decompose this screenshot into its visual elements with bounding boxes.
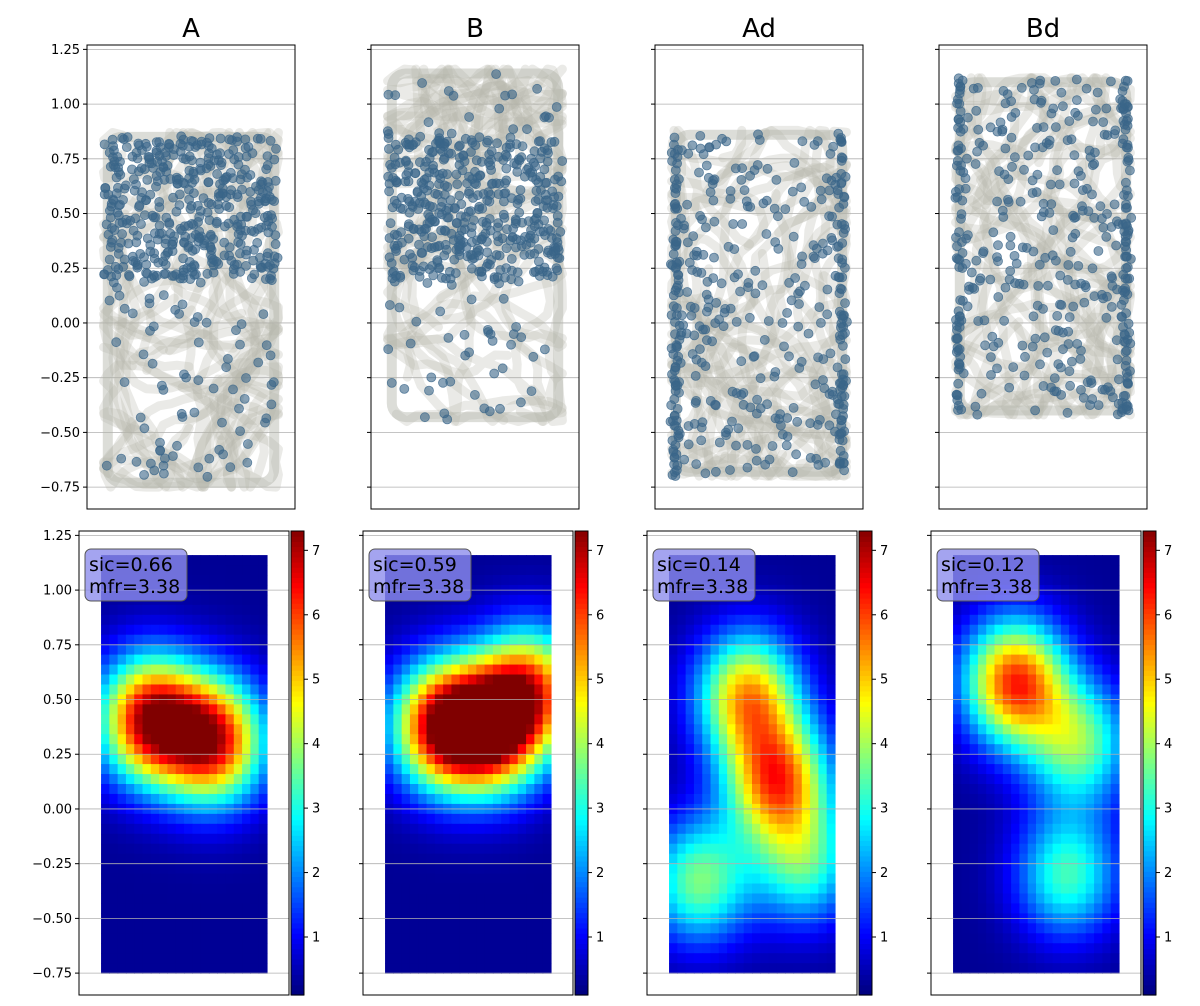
top-panel-4-title: Bd [1026, 14, 1060, 44]
bottom-panel-3-colorbar-tick-label: 2 [880, 866, 888, 881]
top-panel-1-frame [86, 44, 296, 510]
bottom-panel-3-colorbar-tick-label: 4 [880, 737, 888, 752]
bottom-panel-3-colorbar-tick-label: 6 [880, 608, 888, 623]
top-row-scatter-panels: −0.75 −0.50 −0.25 0.00 0.25 0.50 0.75 1.00 1.25 A… [40, 14, 1148, 510]
top-panel-4: Bd [935, 14, 1148, 510]
bottom-panel-2-colorbar-tick-label: 3 [596, 802, 604, 817]
bottom-panel-4-frame [930, 530, 1142, 996]
bottom-panel-1-colorbar-tick-label: 7 [312, 544, 320, 559]
bottom-panel-3-annotation-line: mfr=3.38 [657, 576, 748, 598]
bottom-panel-4-heatmap [953, 555, 1120, 974]
bottom-panel-1-frame [78, 530, 290, 996]
top-panel-1-ytick-label: −0.25 [40, 371, 80, 386]
bottom-panel-4-colorbar-tick-label: 5 [1164, 673, 1172, 688]
top-panel-1-title: A [182, 14, 200, 44]
bottom-panel-4-colorbar-tick-label: 6 [1164, 608, 1172, 623]
top-panel-1-ytick-label: 0.50 [51, 207, 80, 222]
bottom-panel-1-annotation-line: mfr=3.38 [89, 576, 180, 598]
bottom-panel-4-colorbar-tick-label: 4 [1164, 737, 1172, 752]
bottom-panel-1-colorbar-tick-label: 6 [312, 608, 320, 623]
top-panel-1-ytick-label: −0.75 [40, 481, 80, 496]
bottom-panel-3-colorbar-tick-label: 1 [880, 931, 888, 946]
bottom-panel-3-frame [646, 530, 858, 996]
bottom-panel-1-ytick-label: 1.00 [43, 584, 72, 599]
top-panel-1-ytick-label: 0.75 [51, 152, 80, 167]
top-panel-1-ytick-label: 1.25 [51, 43, 80, 58]
bottom-panel-1-ytick-label: 0.75 [43, 638, 72, 653]
bottom-panel-4-colorbar: 1 2 3 4 5 6 7 [1142, 530, 1172, 996]
top-panel-2-title: B [466, 14, 484, 44]
top-panel-1-ytick-label: 0.00 [51, 316, 80, 331]
bottom-panel-2-colorbar-tick-label: 5 [596, 673, 604, 688]
bottom-panel-1-colorbar-tick-label: 5 [312, 673, 320, 688]
top-panel-1-ytick-label: 1.00 [51, 98, 80, 113]
bottom-panel-1-ytick-label: −0.75 [32, 967, 72, 982]
top-panel-3-frame [654, 44, 864, 510]
top-panel-1-ytick-label: −0.50 [40, 426, 80, 441]
bottom-panel-3-annotation-line: sic=0.14 [657, 554, 741, 576]
bottom-panel-3-colorbar-tick-label: 5 [880, 673, 888, 688]
bottom-panel-1-ytick-label: 0.50 [43, 693, 72, 708]
bottom-panel-1-ytick-label: 1.25 [43, 529, 72, 544]
bottom-panel-1-ytick-label: −0.50 [32, 912, 72, 927]
bottom-panel-2-colorbar-tick-label: 1 [596, 931, 604, 946]
bottom-row-heatmap-panels: −0.75 −0.50 −0.25 0.00 0.25 0.50 0.75 1.00 1.25 s… [32, 529, 1172, 996]
bottom-panel-4-annotation-line: sic=0.12 [941, 554, 1025, 576]
bottom-panel-1-colorbar: 1 2 3 4 5 6 7 [290, 530, 320, 996]
top-panel-3-spikes [665, 128, 852, 481]
top-panel-2-frame [370, 44, 580, 510]
bottom-panel-1-colorbar-tick-label: 2 [312, 866, 320, 881]
bottom-panel-1-colorbar-tick-label: 4 [312, 737, 320, 752]
top-panel-2-spikes [382, 69, 568, 425]
bottom-panel-2-colorbar-tick-label: 7 [596, 544, 604, 559]
bottom-panel-4-annotation-line: mfr=3.38 [941, 576, 1032, 598]
bottom-panel-1-ytick-label: −0.25 [32, 857, 72, 872]
top-panel-1-ytick-label: 0.25 [51, 262, 80, 277]
bottom-panel-3-colorbar-tick-label: 3 [880, 802, 888, 817]
bottom-panel-2-colorbar: 1 2 3 4 5 6 7 [574, 530, 604, 996]
bottom-panel-3-colorbar: 1 2 3 4 5 6 7 [858, 530, 888, 996]
bottom-panel-4-colorbar-tick-label: 2 [1164, 866, 1172, 881]
bottom-panel-2-annotation-line: sic=0.59 [373, 554, 457, 576]
bottom-panel-2-colorbar-tick-label: 6 [596, 608, 604, 623]
bottom-panel-4-colorbar-tick-label: 1 [1164, 931, 1172, 946]
bottom-panel-1-annotation-line: sic=0.66 [89, 554, 173, 576]
top-panel-3-title: Ad [742, 14, 776, 44]
bottom-panel-1: −0.75 −0.50 −0.25 0.00 0.25 0.50 0.75 1.00 1.25 s… [32, 529, 320, 996]
top-panel-4-frame [938, 44, 1148, 510]
top-panel-1-spikes [99, 131, 283, 482]
bottom-panel-2-heatmap [385, 555, 552, 974]
bottom-panel-4-colorbar-tick-label: 7 [1164, 544, 1172, 559]
bottom-panel-3-colorbar-tick-label: 7 [880, 544, 888, 559]
bottom-panel-1-ytick-label: 0.00 [43, 802, 72, 817]
bottom-panel-4-colorbar-tick-label: 3 [1164, 802, 1172, 817]
top-panel-3: Ad [651, 14, 864, 510]
bottom-panel-2-annotation-line: mfr=3.38 [373, 576, 464, 598]
bottom-panel-1-colorbar-tick-label: 1 [312, 931, 320, 946]
bottom-panel-1-colorbar-tick-label: 3 [312, 802, 320, 817]
bottom-panel-2-frame [362, 530, 574, 996]
top-panel-2: B [367, 14, 580, 510]
top-panel-4-spikes [950, 73, 1137, 420]
bottom-panel-1-ytick-label: 0.25 [43, 748, 72, 763]
bottom-panel-3-heatmap [669, 555, 836, 974]
top-panel-1: −0.75 −0.50 −0.25 0.00 0.25 0.50 0.75 1.00 1.25 A [40, 14, 296, 510]
bottom-panel-1-heatmap [101, 555, 268, 974]
bottom-panel-2-colorbar-tick-label: 4 [596, 737, 604, 752]
bottom-panel-2-colorbar-tick-label: 2 [596, 866, 604, 881]
